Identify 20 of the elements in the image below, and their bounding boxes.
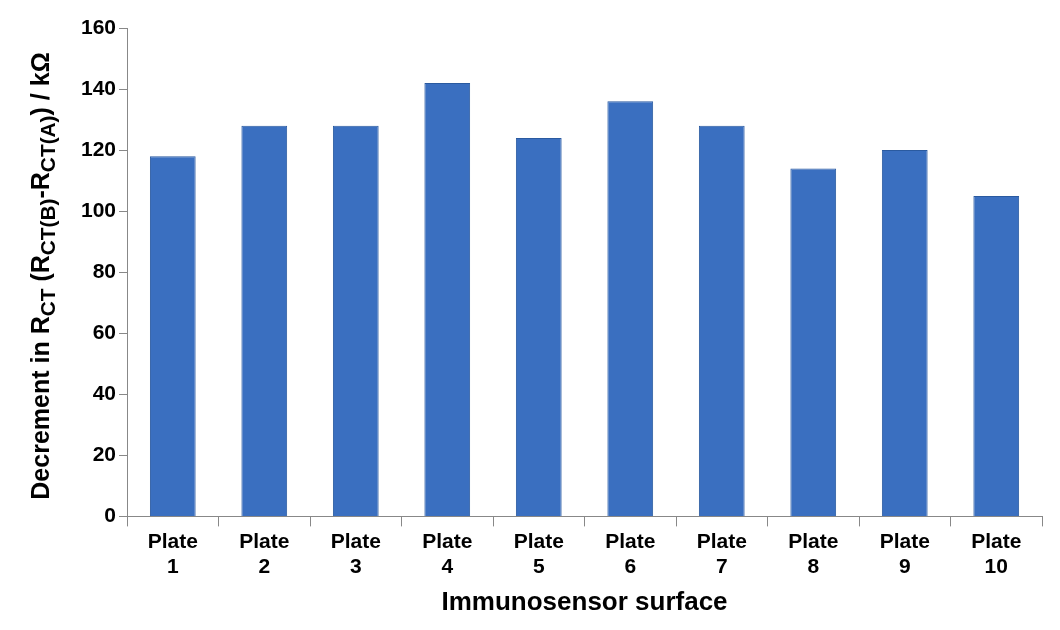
x-tick-label: Plate 9 [879,528,930,577]
y-tick-label: 0 [104,503,117,527]
x-tick-label: Plate 1 [147,528,198,577]
x-tick-label: Plate 3 [330,528,381,577]
x-tick-label: Plate 4 [422,528,473,577]
x-tick-label: Plate 10 [971,528,1022,577]
x-axis-title: Immunosensor surface [441,585,728,616]
x-tick-label: Plate 2 [239,528,290,577]
y-tick-label: 100 [80,197,117,221]
y-tick-label: 120 [80,136,117,160]
y-tick-label: 140 [80,75,117,99]
x-tick-label: Plate 7 [696,528,747,577]
y-tick-label: 60 [92,320,117,344]
y-tick-label: 160 [80,14,117,38]
x-tick-label: Plate 6 [605,528,656,577]
x-tick-label: Plate 5 [513,528,564,577]
y-tick-label: 40 [92,381,117,405]
y-tick-label: 20 [92,442,117,466]
y-tick-label: 80 [92,259,117,282]
x-tick-label: Plate 8 [788,528,839,577]
